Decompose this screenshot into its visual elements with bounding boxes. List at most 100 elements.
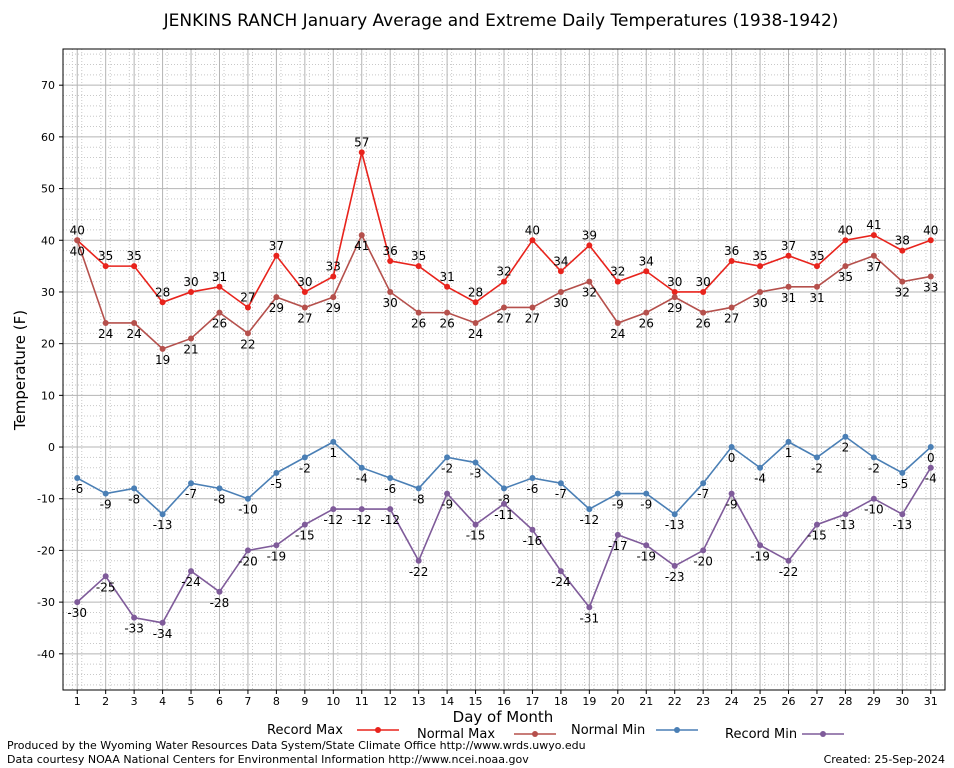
record-max-point <box>586 242 593 249</box>
normal-max-data-label: 40 <box>70 244 85 258</box>
y-tick-label: 60 <box>41 131 55 144</box>
normal-max-point <box>415 309 422 316</box>
record-max-point <box>700 288 707 295</box>
normal-min-point <box>870 454 877 461</box>
record-max-point <box>842 237 849 244</box>
record-max-point <box>102 263 109 270</box>
normal-min-data-label: -13 <box>153 518 173 532</box>
record-min-point <box>927 464 934 471</box>
record-min-data-label: -19 <box>750 549 770 563</box>
x-tick-label: 7 <box>244 695 251 708</box>
record-min-data-label: -12 <box>323 513 343 527</box>
record-min-point <box>728 490 735 497</box>
normal-min-data-label: -8 <box>413 492 425 506</box>
record-max-point <box>757 263 764 270</box>
record-max-point <box>415 263 422 270</box>
normal-max-point <box>671 294 678 301</box>
y-tick-label: -30 <box>37 596 55 609</box>
normal-min-data-label: -7 <box>697 487 709 501</box>
legend-label-record-max: Record Max <box>267 723 343 738</box>
x-tick-label: 10 <box>326 695 340 708</box>
x-tick-label: 23 <box>696 695 710 708</box>
normal-min-data-label: 1 <box>785 446 793 460</box>
normal-max-point <box>472 319 479 326</box>
record-max-point <box>529 237 536 244</box>
y-tick-label: 70 <box>41 79 55 92</box>
normal-min-data-label: -2 <box>868 461 880 475</box>
normal-max-point <box>188 335 195 342</box>
normal-max-point <box>870 252 877 259</box>
grid <box>63 49 945 690</box>
normal-min-data-label: -9 <box>100 498 112 512</box>
record-min-point <box>188 568 195 575</box>
normal-max-data-label: 41 <box>354 239 369 253</box>
x-tick-label: 6 <box>216 695 223 708</box>
normal-min-data-label: -3 <box>470 467 482 481</box>
record-max-data-label: 35 <box>126 249 141 263</box>
record-min-point <box>301 521 308 528</box>
record-max-point <box>501 278 507 285</box>
record-max-data-label: 40 <box>838 223 853 237</box>
record-max-point <box>301 288 308 295</box>
record-min-data-label: -11 <box>494 508 514 522</box>
legend-marker-normal-min <box>674 727 680 733</box>
record-max-data-label: 41 <box>866 218 881 232</box>
legend: Record Max Normal Max Normal Min Record Min <box>267 723 844 742</box>
normal-min-data-label: -8 <box>498 492 510 506</box>
normal-max-data-label: 30 <box>553 296 568 310</box>
normal-max-data-label: 24 <box>468 327 483 341</box>
chart-title: JENKINS RANCH January Average and Extrem… <box>163 11 839 31</box>
normal-min-point <box>785 438 792 445</box>
x-tick-label: 31 <box>924 695 938 708</box>
record-max-data-label: 30 <box>667 275 682 289</box>
normal-min-data-label: 2 <box>842 441 850 455</box>
normal-min-point <box>330 438 337 445</box>
normal-min-point <box>74 475 81 482</box>
normal-max-point <box>244 330 251 337</box>
record-min-data-label: -20 <box>238 554 258 568</box>
normal-max-data-label: 30 <box>383 296 398 310</box>
x-tick-label: 30 <box>895 695 909 708</box>
normal-max-point <box>813 283 820 290</box>
record-max-data-label: 30 <box>183 275 198 289</box>
record-min-data-label: -12 <box>352 513 372 527</box>
x-tick-label: 18 <box>554 695 568 708</box>
normal-min-point <box>131 485 138 492</box>
record-max-point <box>358 149 365 156</box>
normal-min-data-label: -5 <box>896 477 908 491</box>
record-min-point <box>387 506 394 513</box>
x-tick-label: 3 <box>131 695 138 708</box>
record-min-point <box>671 562 678 569</box>
normal-min-point <box>899 469 906 476</box>
normal-max-data-label: 31 <box>809 291 824 305</box>
normal-min-data-label: 0 <box>728 451 736 465</box>
normal-max-point <box>757 288 764 295</box>
record-max-point <box>927 237 934 244</box>
record-max-data-label: 35 <box>98 249 113 263</box>
y-tick-label: 20 <box>41 338 55 351</box>
x-tick-label: 11 <box>355 695 369 708</box>
legend-label-normal-min: Normal Min <box>571 723 645 738</box>
y-tick-label: -20 <box>37 544 55 557</box>
record-max-point <box>244 304 251 311</box>
y-tick-label: 40 <box>41 234 55 247</box>
record-min-point <box>273 542 280 549</box>
y-tick-label: -40 <box>37 648 55 661</box>
record-min-data-label: -15 <box>807 529 827 543</box>
record-min-data-label: -22 <box>779 565 799 579</box>
record-max-point <box>444 283 451 290</box>
record-min-point <box>586 604 593 611</box>
normal-min-point <box>415 485 422 492</box>
normal-min-data-label: -5 <box>270 477 282 491</box>
record-max-data-label: 39 <box>582 228 597 242</box>
record-max-data-label: 40 <box>70 223 85 237</box>
x-tick-label: 8 <box>273 695 280 708</box>
record-max-data-label: 36 <box>383 244 398 258</box>
record-max-data-label: 31 <box>439 270 454 284</box>
record-min-data-label: -24 <box>181 575 201 589</box>
record-max-data-label: 36 <box>724 244 739 258</box>
normal-min-data-label: -12 <box>580 513 600 527</box>
normal-min-data-label: -13 <box>665 518 685 532</box>
normal-max-data-label: 26 <box>439 317 454 331</box>
record-max-data-label: 40 <box>923 223 938 237</box>
